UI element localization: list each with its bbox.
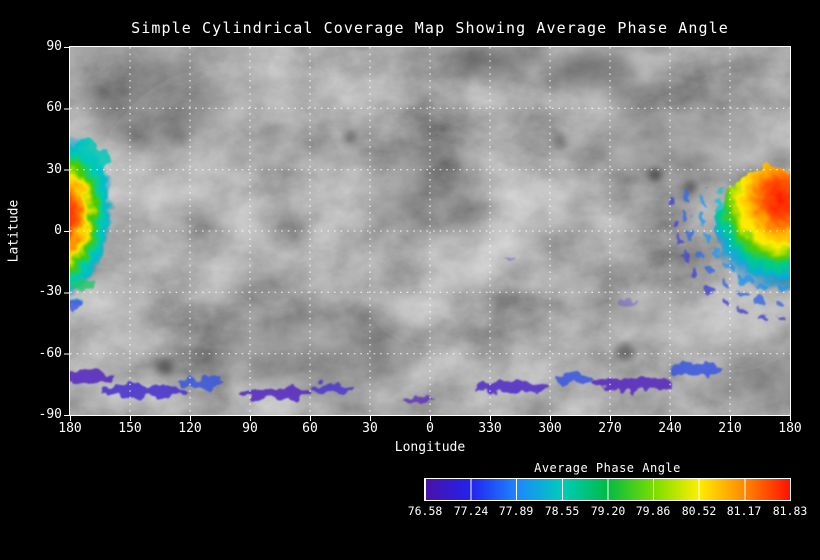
y-tick-label: -90 xyxy=(38,407,62,422)
colorbar-tick-label: 80.52 xyxy=(681,504,717,518)
x-tick-label: 60 xyxy=(302,421,318,436)
y-tick-label: 0 xyxy=(54,223,62,238)
x-tick-label: 270 xyxy=(598,421,622,436)
y-tick-label: -60 xyxy=(38,346,62,361)
colorbar-tick-label: 79.20 xyxy=(590,504,626,518)
colorbar-tick-label: 77.89 xyxy=(498,504,534,518)
y-axis-ticks xyxy=(64,47,70,416)
colorbar-tick-label: 81.83 xyxy=(772,504,808,518)
x-tick-label: 210 xyxy=(718,421,742,436)
colorbar xyxy=(425,479,790,500)
y-tick-label: 30 xyxy=(46,162,62,177)
x-tick-label: 300 xyxy=(538,421,562,436)
x-tick-label: 150 xyxy=(118,421,142,436)
basemap-craters xyxy=(157,131,695,375)
x-tick-label: 0 xyxy=(426,421,434,436)
x-tick-label: 180 xyxy=(58,421,82,436)
colorbar-tick-label: 77.24 xyxy=(453,504,489,518)
y-tick-label: -30 xyxy=(38,284,62,299)
x-tick-label: 90 xyxy=(242,421,258,436)
chart-title: Simple Cylindrical Coverage Map Showing … xyxy=(131,19,729,37)
colorbar-tick-label: 79.86 xyxy=(635,504,671,518)
colorbar-tick-marks xyxy=(425,479,790,500)
x-tick-label: 330 xyxy=(478,421,502,436)
map-plot-area xyxy=(70,47,790,415)
y-tick-label: 60 xyxy=(46,100,62,115)
coverage-south-polar xyxy=(70,257,723,403)
x-tick-label: 30 xyxy=(362,421,378,436)
basemap-shading xyxy=(70,48,790,402)
colorbar-tick-label: 78.55 xyxy=(544,504,580,518)
x-axis-label: Longitude xyxy=(394,440,466,455)
x-tick-label: 240 xyxy=(658,421,682,436)
colorbar-title: Average Phase Angle xyxy=(534,461,681,475)
map-image xyxy=(70,47,790,415)
x-axis-ticks xyxy=(70,415,791,421)
colorbar-tick-label: 76.58 xyxy=(407,504,443,518)
x-tick-label: 180 xyxy=(778,421,802,436)
y-axis-label: Latitude xyxy=(6,199,22,263)
y-tick-label: 90 xyxy=(46,39,62,54)
x-tick-label: 120 xyxy=(178,421,202,436)
colorbar-tick-label: 81.17 xyxy=(726,504,762,518)
coverage-patch-east xyxy=(716,167,790,299)
